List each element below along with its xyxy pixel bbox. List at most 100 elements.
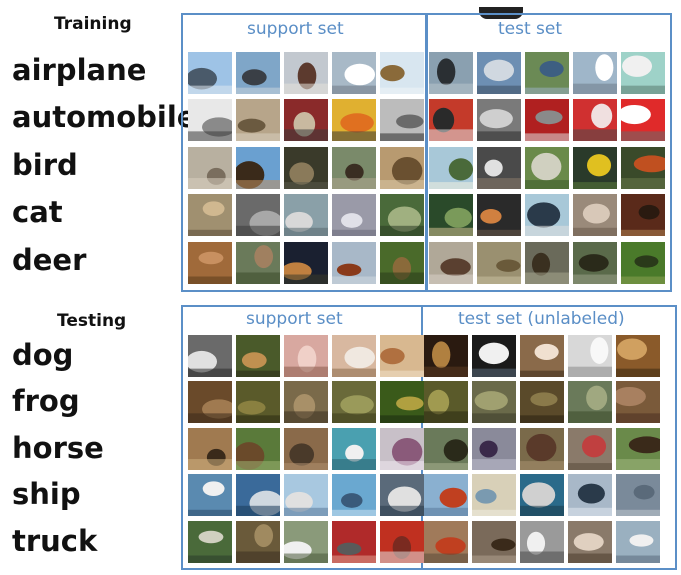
- thumbnail-deer-6: [429, 242, 473, 284]
- thumbnail-ship-1: [188, 474, 232, 516]
- thumbnail-dog-8: [520, 335, 564, 377]
- thumbnail-deer-1: [188, 242, 232, 284]
- thumbnail-bird-1: [188, 147, 232, 189]
- thumbnail-frog-3: [284, 381, 328, 423]
- thumbnail-bird-2: [236, 147, 280, 189]
- thumbnail-dog-2: [236, 335, 280, 377]
- thumbnail-dog-6: [424, 335, 468, 377]
- thumbnail-cat-4: [332, 194, 376, 236]
- thumbnail-automobile-1: [188, 99, 232, 141]
- thumbnail-frog-4: [332, 381, 376, 423]
- thumbnail-truck-1: [188, 521, 232, 563]
- thumbnail-bird-4: [332, 147, 376, 189]
- thumbnail-horse-2: [236, 428, 280, 470]
- thumbnail-truck-7: [472, 521, 516, 563]
- thumbnail-frog-1: [188, 381, 232, 423]
- thumbnail-horse-5: [380, 428, 424, 470]
- thumbnail-horse-7: [472, 428, 516, 470]
- thumbnail-airplane-5: [380, 52, 424, 94]
- thumbnail-horse-1: [188, 428, 232, 470]
- training-test-set-label: test set: [498, 19, 563, 39]
- thumbnail-automobile-10: [621, 99, 665, 141]
- class-label-bird: bird: [12, 148, 78, 182]
- class-label-cat: cat: [12, 195, 63, 229]
- thumbnail-cat-5: [380, 194, 424, 236]
- thumbnail-ship-4: [332, 474, 376, 516]
- thumbnail-bird-6: [429, 147, 473, 189]
- thumbnail-cat-10: [621, 194, 665, 236]
- training-title: Training: [54, 14, 132, 34]
- class-label-dog: dog: [12, 338, 74, 372]
- class-label-deer: deer: [12, 243, 87, 277]
- testing-title: Testing: [57, 311, 127, 331]
- class-label-frog: frog: [12, 384, 80, 418]
- thumbnail-ship-6: [424, 474, 468, 516]
- thumbnail-automobile-7: [477, 99, 521, 141]
- thumbnail-bird-9: [573, 147, 617, 189]
- class-label-automobile: automobile: [12, 100, 197, 134]
- thumbnail-deer-10: [621, 242, 665, 284]
- thumbnail-airplane-4: [332, 52, 376, 94]
- thumbnail-automobile-9: [573, 99, 617, 141]
- thumbnail-cat-8: [525, 194, 569, 236]
- thumbnail-automobile-5: [380, 99, 424, 141]
- thumbnail-airplane-1: [188, 52, 232, 94]
- training-test-set-box: [426, 13, 672, 292]
- thumbnail-cat-1: [188, 194, 232, 236]
- thumbnail-deer-2: [236, 242, 280, 284]
- thumbnail-bird-7: [477, 147, 521, 189]
- thumbnail-deer-4: [332, 242, 376, 284]
- thumbnail-bird-8: [525, 147, 569, 189]
- thumbnail-ship-10: [616, 474, 660, 516]
- thumbnail-truck-10: [616, 521, 660, 563]
- thumbnail-bird-5: [380, 147, 424, 189]
- thumbnail-cat-7: [477, 194, 521, 236]
- thumbnail-frog-6: [424, 381, 468, 423]
- thumbnail-frog-5: [380, 381, 424, 423]
- thumbnail-dog-9: [568, 335, 612, 377]
- thumbnail-horse-10: [616, 428, 660, 470]
- training-support-set-label: support set: [247, 19, 344, 39]
- thumbnail-bird-3: [284, 147, 328, 189]
- thumbnail-truck-4: [332, 521, 376, 563]
- thumbnail-ship-7: [472, 474, 516, 516]
- thumbnail-dog-1: [188, 335, 232, 377]
- thumbnail-ship-5: [380, 474, 424, 516]
- thumbnail-airplane-7: [477, 52, 521, 94]
- thumbnail-dog-4: [332, 335, 376, 377]
- thumbnail-horse-8: [520, 428, 564, 470]
- thumbnail-deer-9: [573, 242, 617, 284]
- thumbnail-ship-8: [520, 474, 564, 516]
- thumbnail-automobile-2: [236, 99, 280, 141]
- thumbnail-airplane-8: [525, 52, 569, 94]
- thumbnail-cat-3: [284, 194, 328, 236]
- thumbnail-frog-7: [472, 381, 516, 423]
- thumbnail-cat-2: [236, 194, 280, 236]
- class-label-airplane: airplane: [12, 53, 147, 87]
- thumbnail-automobile-8: [525, 99, 569, 141]
- thumbnail-cat-9: [573, 194, 617, 236]
- thumbnail-dog-5: [380, 335, 424, 377]
- thumbnail-truck-8: [520, 521, 564, 563]
- thumbnail-deer-7: [477, 242, 521, 284]
- thumbnail-automobile-4: [332, 99, 376, 141]
- thumbnail-horse-9: [568, 428, 612, 470]
- thumbnail-automobile-3: [284, 99, 328, 141]
- thumbnail-dog-3: [284, 335, 328, 377]
- thumbnail-ship-3: [284, 474, 328, 516]
- thumbnail-frog-2: [236, 381, 280, 423]
- thumbnail-frog-8: [520, 381, 564, 423]
- thumbnail-dog-7: [472, 335, 516, 377]
- thumbnail-horse-6: [424, 428, 468, 470]
- thumbnail-truck-2: [236, 521, 280, 563]
- class-label-ship: ship: [12, 477, 81, 511]
- thumbnail-horse-4: [332, 428, 376, 470]
- thumbnail-airplane-2: [236, 52, 280, 94]
- thumbnail-bird-10: [621, 147, 665, 189]
- thumbnail-airplane-3: [284, 52, 328, 94]
- thumbnail-airplane-9: [573, 52, 617, 94]
- thumbnail-deer-5: [380, 242, 424, 284]
- thumbnail-ship-2: [236, 474, 280, 516]
- thumbnail-truck-6: [424, 521, 468, 563]
- thumbnail-deer-8: [525, 242, 569, 284]
